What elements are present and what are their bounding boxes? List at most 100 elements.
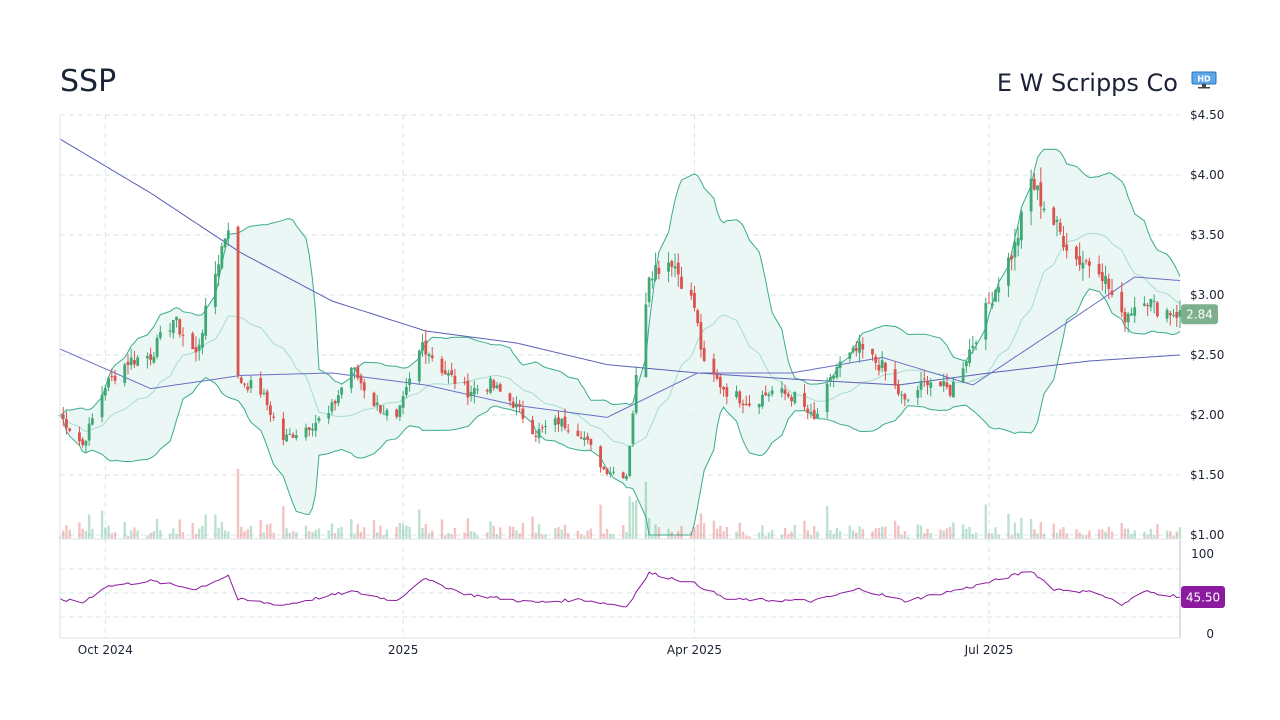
candle-body [576, 430, 580, 436]
candle-body [311, 428, 314, 431]
candle-body [718, 376, 722, 388]
candle-body [537, 428, 541, 439]
rsi-panel [59, 571, 1181, 608]
candlestick [1149, 298, 1153, 312]
candlestick [489, 376, 492, 395]
price-tick-label: $4.00 [1190, 168, 1224, 182]
candlestick [1019, 209, 1023, 249]
candle-body [285, 434, 288, 442]
volume-bar [172, 528, 175, 539]
candlestick [145, 352, 149, 369]
volume-bar [725, 527, 729, 539]
candlestick [1097, 255, 1101, 278]
candlestick [1029, 169, 1033, 226]
candlestick [421, 333, 424, 357]
volume-bar [473, 532, 476, 539]
candle-body [816, 413, 819, 418]
candlestick [1142, 296, 1146, 307]
candle-body [1172, 315, 1175, 317]
volume-bar [110, 533, 113, 539]
candlestick [126, 354, 130, 375]
volume-bar [87, 514, 91, 539]
candlestick [272, 412, 276, 421]
volume-bar [1107, 526, 1110, 539]
candlestick [314, 415, 318, 437]
candle-body [84, 441, 88, 446]
candle-body [738, 391, 742, 404]
volume-bar [929, 533, 932, 539]
candle-body [68, 428, 72, 431]
candlestick [424, 329, 428, 365]
candlestick [155, 334, 159, 360]
candlestick [349, 366, 353, 394]
candle-body [1087, 261, 1091, 266]
candlestick [511, 397, 515, 409]
candlestick [557, 411, 560, 433]
candlestick [417, 349, 421, 385]
volume-bar [783, 527, 787, 539]
candlestick [1165, 307, 1169, 323]
candlestick [702, 340, 706, 363]
candlestick [589, 438, 593, 451]
candlestick [650, 271, 654, 289]
volume-bar [1130, 534, 1133, 539]
candlestick [968, 338, 971, 367]
candlestick [676, 253, 680, 287]
volume-bar [1175, 531, 1178, 539]
candle-body [359, 375, 363, 384]
candle-body [492, 380, 496, 389]
candle-body [916, 390, 920, 398]
candle-body [560, 418, 564, 427]
candle-body [336, 395, 340, 404]
candle-body [223, 238, 227, 248]
candlestick [191, 331, 195, 350]
candlestick [689, 282, 693, 300]
volume-bar [1169, 531, 1172, 539]
volume-bar [418, 509, 421, 539]
volume-bar [363, 527, 366, 539]
candle-body [1055, 219, 1059, 223]
volume-bar [476, 535, 479, 539]
candle-body [453, 375, 457, 384]
volume-bar [398, 522, 402, 539]
candle-body [939, 381, 942, 387]
volume-bar [923, 533, 926, 539]
candlestick [916, 385, 920, 406]
candlestick [262, 388, 266, 396]
candlestick [984, 297, 988, 351]
candlestick [281, 412, 285, 446]
volume-bar [379, 525, 382, 539]
rsi-line [59, 571, 1181, 608]
candlestick [217, 254, 221, 286]
candlestick [372, 391, 376, 407]
candle-body [515, 403, 518, 408]
volume-bar [609, 533, 612, 539]
volume-bar [861, 528, 864, 539]
candle-body [854, 348, 858, 351]
candle-body [764, 392, 768, 396]
candle-body [741, 403, 745, 406]
candle-body [408, 378, 411, 385]
candle-body [1078, 256, 1082, 265]
candle-body [715, 374, 719, 379]
volume-bar [440, 519, 444, 539]
candle-body [152, 356, 156, 363]
candle-body [906, 399, 910, 401]
candlestick [246, 382, 250, 393]
candlestick [880, 351, 884, 373]
candle-body [353, 367, 356, 370]
candle-body [1097, 264, 1101, 275]
volume-bar [285, 528, 288, 539]
candle-body [563, 416, 567, 429]
candle-body [213, 273, 217, 307]
candle-body [181, 334, 185, 336]
volume-bar [628, 496, 631, 539]
candle-body [893, 369, 897, 386]
candle-body [1178, 310, 1182, 317]
candle-body [531, 419, 535, 435]
candle-body [757, 403, 761, 408]
candle-body [307, 427, 311, 430]
candle-body [463, 382, 467, 384]
volume-bar [825, 506, 829, 539]
